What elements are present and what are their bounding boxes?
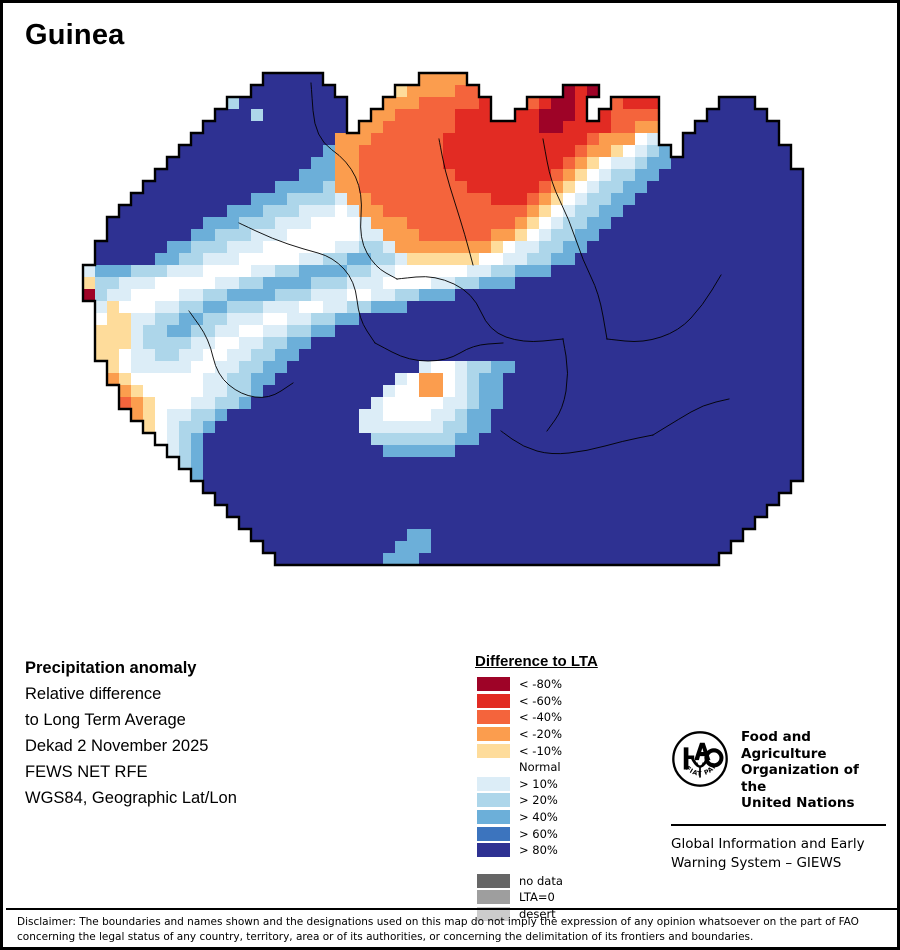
giews-line-2: Warning System – GIEWS: [671, 854, 842, 871]
description-line-5: FEWS NET RFE: [25, 763, 148, 781]
map-description: Precipitation anomaly Relative differenc…: [25, 655, 355, 811]
legend-class-swatch: [477, 743, 510, 758]
giews-unit-name: Global Information and Early Warning Sys…: [671, 835, 886, 873]
description-line-3: to Long Term Average: [25, 711, 186, 729]
fao-org-line-1: Food and Agriculture: [741, 729, 827, 762]
precipitation-anomaly-map: [3, 43, 897, 643]
legend-class-row[interactable]: Normal: [473, 759, 663, 776]
legend-class-row[interactable]: < -10%: [473, 742, 663, 759]
legend-class-swatch: [477, 760, 510, 775]
description-line-4: Dekad 2 November 2025: [25, 737, 209, 755]
svg-text:FIAT PANIS: FIAT PANIS: [671, 730, 719, 778]
giews-line-1: Global Information and Early: [671, 835, 865, 852]
legend-extra-label: no data: [519, 873, 563, 888]
legend-class-row[interactable]: < -40%: [473, 709, 663, 726]
description-line-2: Relative difference: [25, 685, 162, 703]
legend-class-list: < -80% < -60% < -40% < -20% < -10% Normal > 10…: [473, 676, 663, 859]
legend-class-label: > 80%: [519, 843, 558, 858]
legend-class-label: < -40%: [519, 710, 563, 725]
legend-class-row[interactable]: > 20%: [473, 792, 663, 809]
disclaimer-text: Disclaimer: The boundaries and names sho…: [17, 915, 889, 945]
legend-class-row[interactable]: > 80%: [473, 842, 663, 859]
legend-extra-swatch: [477, 907, 510, 922]
fao-motto: FIAT PANIS: [668, 724, 718, 778]
legend-class-row[interactable]: > 40%: [473, 809, 663, 826]
legend-class-row[interactable]: < -60%: [473, 693, 663, 710]
legend-class-label: Normal: [519, 760, 561, 775]
legend-extra-list: no data LTA=0 desert: [473, 873, 663, 923]
map-raster-canvas: [3, 43, 897, 643]
legend-class-swatch: [477, 727, 510, 742]
disclaimer-line-2: concerning the legal status of any count…: [17, 931, 754, 943]
fao-org-line-3: United Nations: [741, 795, 855, 811]
fao-organization-name: Food and Agriculture Organization of the…: [741, 729, 886, 812]
legend-class-label: < -60%: [519, 693, 563, 708]
disclaimer-line-1: Disclaimer: The boundaries and names sho…: [17, 916, 859, 928]
legend-class-label: < -20%: [519, 727, 563, 742]
legend-extra-swatch: [477, 873, 510, 888]
fao-org-line-2: Organization of the: [741, 762, 859, 795]
fao-logo-icon: FIAT PANIS: [668, 724, 729, 793]
legend-extra-row[interactable]: desert: [473, 906, 663, 923]
legend-class-row[interactable]: > 10%: [473, 776, 663, 793]
legend-class-swatch: [477, 710, 510, 725]
legend-class-label: < -10%: [519, 743, 563, 758]
map-legend: Difference to LTA < -80% < -60% < -40% < -2…: [473, 653, 663, 922]
legend-class-label: < -80%: [519, 677, 563, 692]
legend-class-label: > 60%: [519, 826, 558, 841]
legend-class-row[interactable]: < -20%: [473, 726, 663, 743]
legend-extra-swatch: [477, 890, 510, 905]
legend-class-label: > 10%: [519, 776, 558, 791]
legend-class-swatch: [477, 810, 510, 825]
legend-class-swatch: [477, 693, 510, 708]
legend-extra-label: desert: [519, 907, 556, 922]
legend-class-row[interactable]: > 60%: [473, 825, 663, 842]
fao-branding: FIAT PANIS Food and Agriculture Organiza…: [668, 724, 886, 873]
legend-class-row[interactable]: < -80%: [473, 676, 663, 693]
description-line-6: WGS84, Geographic Lat/Lon: [25, 789, 237, 807]
legend-class-label: > 20%: [519, 793, 558, 808]
legend-extra-label: LTA=0: [519, 890, 555, 905]
legend-class-label: > 40%: [519, 810, 558, 825]
disclaimer-divider: [6, 908, 897, 910]
legend-title: Difference to LTA: [475, 653, 598, 670]
description-line-1: Precipitation anomaly: [25, 659, 197, 677]
legend-class-swatch: [477, 843, 510, 858]
legend-class-swatch: [477, 677, 510, 692]
legend-class-swatch: [477, 776, 510, 791]
legend-class-swatch: [477, 826, 510, 841]
legend-extra-row[interactable]: LTA=0: [473, 889, 663, 906]
legend-class-swatch: [477, 793, 510, 808]
legend-extra-row[interactable]: no data: [473, 873, 663, 890]
fao-divider: [671, 823, 886, 826]
